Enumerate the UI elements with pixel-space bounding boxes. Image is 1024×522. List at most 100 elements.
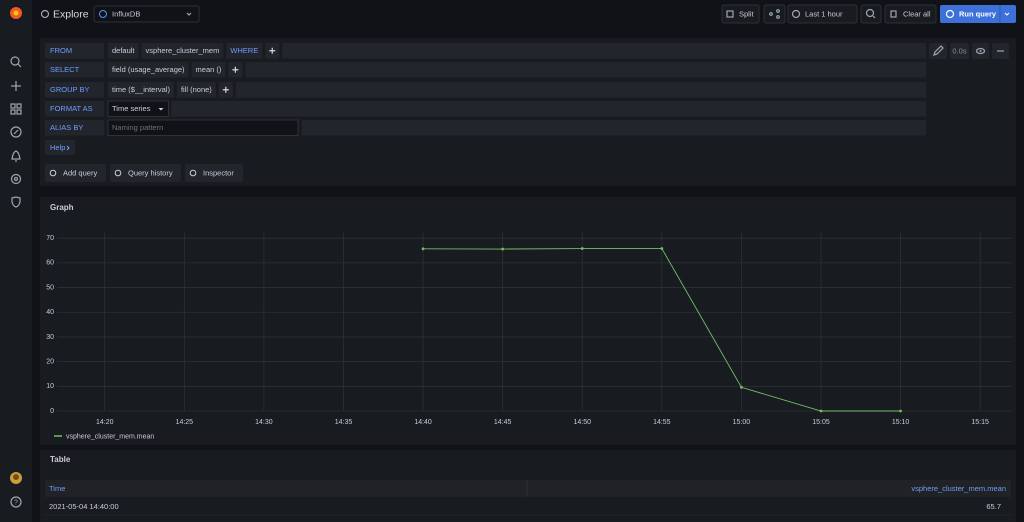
add-segment-button[interactable] <box>265 43 280 59</box>
legend-label[interactable]: vsphere_cluster_mem.mean <box>66 433 154 440</box>
help-toggle[interactable]: Help <box>45 140 75 155</box>
plus-icon <box>269 47 276 54</box>
x-tick-label: 15:05 <box>812 419 830 426</box>
query-segment[interactable]: mean () <box>191 62 226 78</box>
x-tick-label: 14:40 <box>414 419 432 426</box>
top-bar: Explore InfluxDB Split Last 1 hour <box>40 4 1016 24</box>
segment-bg <box>108 62 189 78</box>
segment-bg <box>108 82 174 98</box>
data-point <box>819 409 823 413</box>
add-segment-button[interactable] <box>228 62 243 78</box>
query-action-button[interactable]: Add query <box>45 164 106 182</box>
query-segment[interactable]: field (usage_average) <box>108 62 189 78</box>
data-point <box>421 247 425 251</box>
alias-input[interactable]: Naming pattern <box>107 119 299 136</box>
row-filler <box>302 120 926 136</box>
row-label: FORMAT AS <box>50 104 93 113</box>
y-tick-label: 20 <box>46 358 54 365</box>
remove-query-button[interactable] <box>992 43 1009 59</box>
query-segment[interactable]: default <box>108 43 139 59</box>
shield-icon[interactable] <box>11 196 21 208</box>
segment-label: fill (none) <box>181 85 212 94</box>
grafana-logo[interactable] <box>10 7 22 19</box>
button-label: Query history <box>128 168 173 177</box>
explore-icon[interactable] <box>10 126 22 138</box>
time-range: Last 1 hour <box>805 9 843 18</box>
add-segment-button[interactable] <box>218 82 233 98</box>
create-icon[interactable] <box>11 81 21 91</box>
row-label-bg <box>45 120 104 136</box>
row-filler <box>171 101 926 117</box>
y-tick-label: 0 <box>50 408 54 415</box>
x-tick-label: 14:30 <box>255 419 273 426</box>
query-segment[interactable]: WHERE <box>226 43 263 59</box>
x-tick-label: 15:10 <box>892 419 910 426</box>
x-tick-label: 14:25 <box>176 419 194 426</box>
button-icon <box>189 169 197 177</box>
search-icon[interactable] <box>10 56 22 68</box>
query-segment[interactable]: fill (none) <box>176 82 216 98</box>
select-value: Time series <box>112 104 151 113</box>
format-select[interactable]: Time series <box>107 100 169 117</box>
segment-bg <box>141 43 224 59</box>
toggle-visibility-button[interactable] <box>972 43 989 59</box>
help-label: Help <box>50 143 65 152</box>
y-tick-label: 60 <box>46 260 54 267</box>
button-icon <box>49 169 57 177</box>
segment-bg <box>176 82 216 98</box>
segment-label: field (usage_average) <box>112 65 185 74</box>
page-title: Explore <box>53 8 89 20</box>
button-bg <box>45 164 106 182</box>
data-point <box>899 409 902 413</box>
segment-label: mean () <box>196 65 222 74</box>
button-bg <box>110 164 181 182</box>
row-label: FROM <box>50 46 72 55</box>
segment-label: vsphere_cluster_mem <box>146 46 220 55</box>
table-cell: 2021-05-04 14:40:00 <box>49 502 119 511</box>
svg-text:?: ? <box>14 499 18 506</box>
segment-bg <box>108 43 139 59</box>
explore-title-icon <box>40 9 50 19</box>
button-label: Inspector <box>203 168 234 177</box>
data-point <box>580 247 584 250</box>
y-tick-label: 40 <box>46 309 54 316</box>
time-picker[interactable]: Last 1 hour <box>787 4 858 24</box>
column-header[interactable]: vsphere_cluster_mem.mean <box>911 484 1006 493</box>
zoom-out-button[interactable] <box>860 4 882 24</box>
edit-query-button[interactable] <box>929 43 947 59</box>
query-action-button[interactable]: Query history <box>110 164 181 182</box>
column-header[interactable]: Time <box>49 484 65 493</box>
avatar[interactable] <box>10 472 22 484</box>
run-query-button[interactable]: Run query <box>940 5 1016 23</box>
x-tick-label: 14:50 <box>573 419 591 426</box>
help-icon[interactable]: ? <box>10 496 22 508</box>
alerting-icon[interactable] <box>11 150 21 162</box>
table-title: Table <box>50 455 71 464</box>
data-point <box>660 247 664 250</box>
row-label: SELECT <box>50 65 80 74</box>
graph-panel-bg <box>40 197 1016 445</box>
query-editor: 0.0s Help FROM default vsphere_cluster_mem… <box>40 38 1016 186</box>
query-duration: 0.0s <box>950 43 969 59</box>
share-button[interactable] <box>763 4 786 24</box>
settings-icon[interactable] <box>10 173 22 185</box>
dashboards-icon[interactable] <box>10 103 22 115</box>
row-label-bg <box>45 62 104 78</box>
query-segment[interactable]: vsphere_cluster_mem <box>141 43 224 59</box>
segment-bg <box>191 62 226 78</box>
row-filler <box>235 82 926 98</box>
datasource-picker[interactable]: InfluxDB <box>93 5 200 23</box>
input-placeholder: Naming pattern <box>112 123 163 132</box>
input-bg <box>107 119 299 136</box>
row-label-bg <box>45 101 104 117</box>
split-label: Split <box>739 9 755 18</box>
y-tick-label: 70 <box>46 235 54 242</box>
table-cell: 65.7 <box>986 502 1001 511</box>
query-segment[interactable]: time ($__interval) <box>108 82 174 98</box>
split-button[interactable]: Split <box>721 4 760 24</box>
sidebar-bg <box>0 0 32 522</box>
data-point <box>501 247 505 251</box>
clear-all-button[interactable]: Clear all <box>884 4 937 24</box>
query-action-button[interactable]: Inspector <box>185 164 243 182</box>
sidebar: ? <box>0 0 32 522</box>
